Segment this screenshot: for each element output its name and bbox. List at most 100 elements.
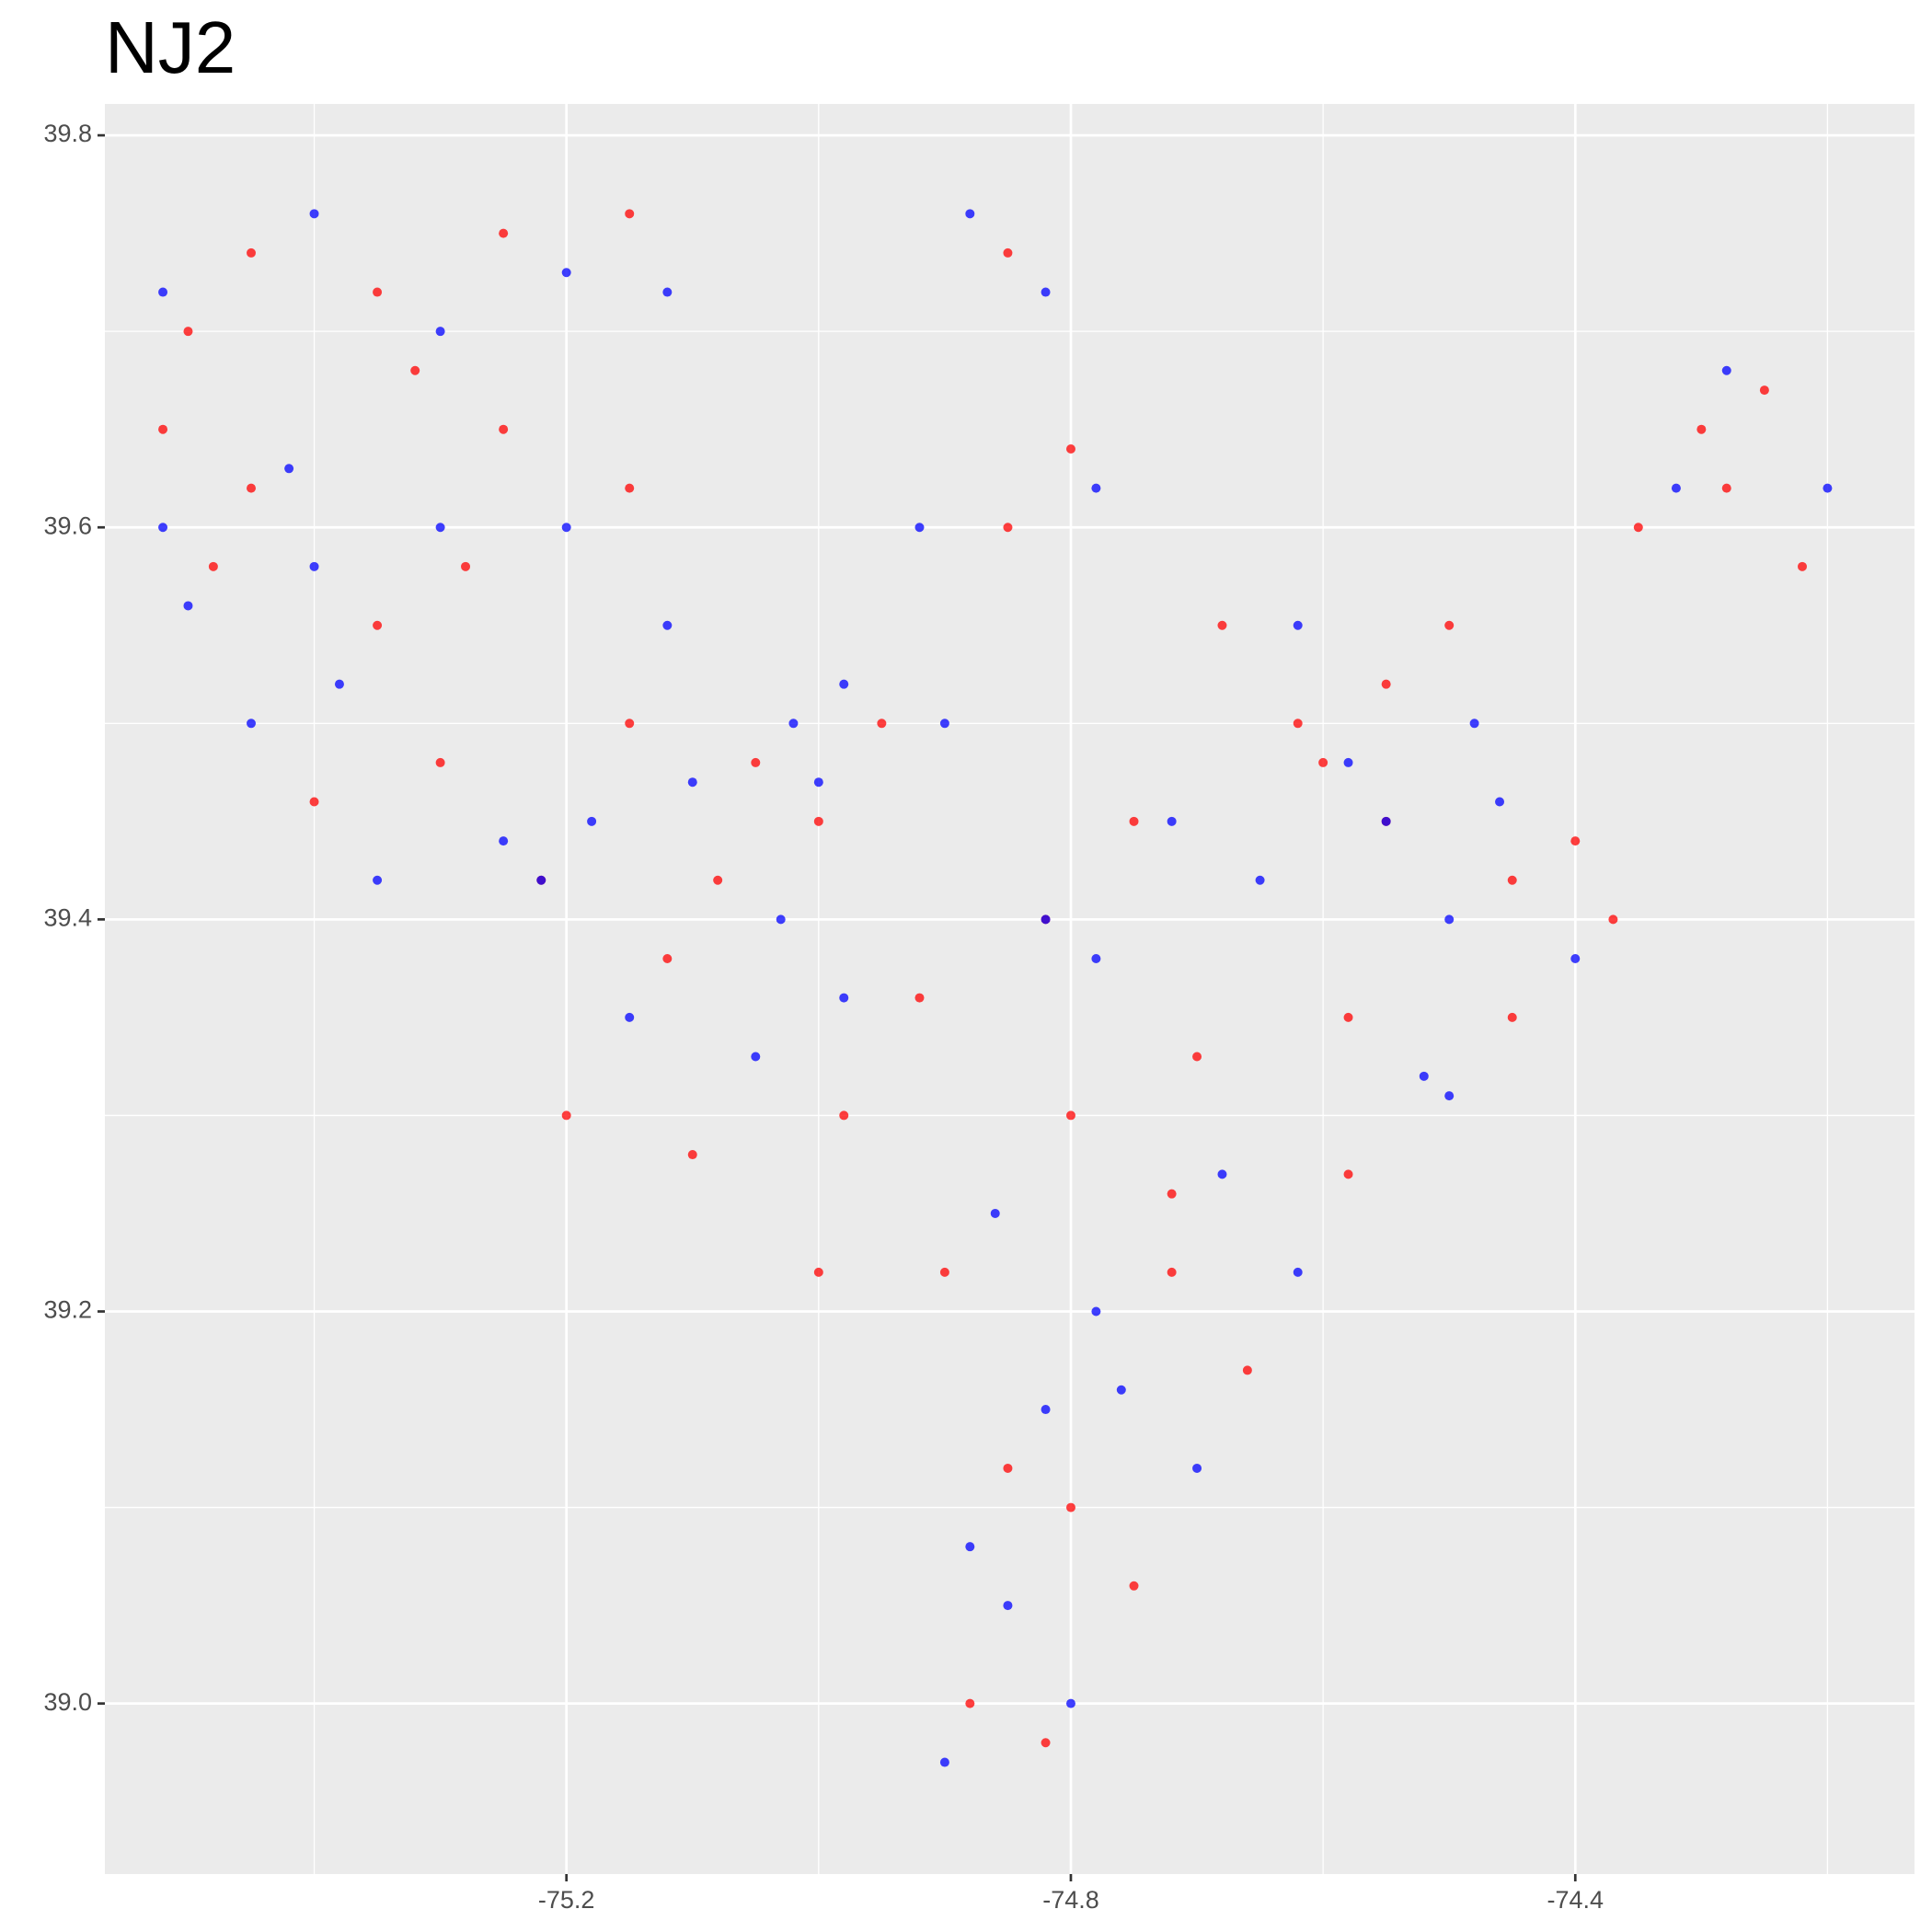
point (435, 757, 445, 767)
point (158, 424, 168, 434)
point (1444, 914, 1455, 925)
point (1381, 679, 1391, 689)
y-tick-label: 39.4 (43, 903, 92, 931)
point (499, 228, 509, 238)
point (1570, 836, 1581, 846)
point (373, 620, 383, 630)
y-tick-label: 39.0 (43, 1688, 92, 1716)
point (561, 268, 571, 278)
point (1041, 914, 1051, 925)
point (334, 679, 344, 689)
point (1167, 816, 1177, 826)
point (1721, 365, 1731, 375)
point (713, 875, 723, 885)
point (1167, 1267, 1177, 1277)
point (1696, 424, 1707, 434)
point (1192, 1463, 1202, 1473)
point (1003, 247, 1013, 258)
point (410, 365, 420, 375)
point (1419, 1071, 1429, 1081)
point (751, 757, 761, 767)
point (1242, 1365, 1252, 1375)
point (1570, 953, 1581, 963)
point (536, 875, 546, 885)
point (1003, 1601, 1013, 1611)
point (1608, 914, 1618, 925)
point (839, 993, 849, 1003)
point (561, 523, 571, 533)
y-tick-label: 39.2 (43, 1296, 92, 1324)
point (1343, 1169, 1353, 1179)
point (1091, 1306, 1101, 1317)
point (309, 797, 319, 807)
point (1003, 1463, 1013, 1473)
point (208, 561, 218, 571)
point (1343, 1012, 1353, 1022)
point (776, 914, 786, 925)
point (839, 679, 849, 689)
point (1444, 1091, 1455, 1101)
point (1381, 816, 1391, 826)
point (1318, 757, 1328, 767)
point (435, 523, 445, 533)
point (1293, 1267, 1303, 1277)
point (839, 1110, 849, 1121)
point (990, 1208, 1000, 1218)
point (1444, 620, 1455, 630)
point (965, 1698, 975, 1708)
point (587, 816, 597, 826)
point (373, 287, 383, 297)
point (1217, 620, 1227, 630)
point (158, 287, 168, 297)
point (914, 523, 925, 533)
point (662, 953, 673, 963)
point (247, 719, 257, 729)
point (561, 1110, 571, 1121)
point (1065, 1502, 1075, 1512)
point (1507, 1012, 1517, 1022)
point (662, 620, 673, 630)
point (1343, 757, 1353, 767)
x-tick-label: -75.2 (538, 1886, 595, 1914)
point (788, 719, 799, 729)
point (1091, 953, 1101, 963)
point (939, 719, 949, 729)
point (1065, 1698, 1075, 1708)
point (499, 836, 509, 846)
point (1041, 1405, 1051, 1415)
point (939, 1267, 949, 1277)
point (499, 424, 509, 434)
point (1823, 483, 1833, 493)
point (183, 601, 193, 611)
point (1003, 523, 1013, 533)
point (435, 327, 445, 337)
point (309, 209, 319, 219)
point (1167, 1189, 1177, 1199)
point (1041, 1738, 1051, 1748)
point (1255, 875, 1265, 885)
point (625, 719, 635, 729)
point (461, 561, 471, 571)
point (284, 464, 294, 474)
point (1217, 1169, 1227, 1179)
point (309, 561, 319, 571)
point (813, 1267, 823, 1277)
point (625, 1012, 635, 1022)
point (373, 875, 383, 885)
point (965, 209, 975, 219)
point (247, 247, 257, 258)
point (1192, 1052, 1202, 1062)
point (1293, 719, 1303, 729)
point (1293, 620, 1303, 630)
x-tick-label: -74.4 (1547, 1886, 1604, 1914)
point (1065, 1110, 1075, 1121)
point (813, 777, 823, 788)
point (1041, 287, 1051, 297)
chart-title: NJ2 (105, 6, 236, 88)
point (183, 327, 193, 337)
point (1129, 816, 1139, 826)
point (751, 1052, 761, 1062)
point (625, 483, 635, 493)
point (1759, 385, 1769, 396)
